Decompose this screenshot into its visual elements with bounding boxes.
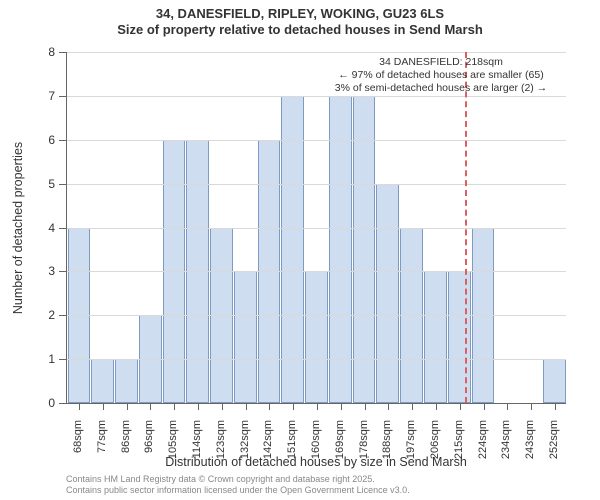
- x-tick-label: 114sqm: [191, 420, 203, 458]
- x-tick: [460, 403, 461, 410]
- bar: [424, 271, 447, 403]
- annotation-line-3: 3% of semi-detached houses are larger (2…: [316, 82, 566, 95]
- marker-annotation: 34 DANESFIELD: 218sqm ← 97% of detached …: [316, 56, 566, 95]
- x-axis-label: Distribution of detached houses by size …: [66, 455, 566, 469]
- x-tick-label: 151sqm: [286, 420, 298, 459]
- x-tick-label: 197sqm: [405, 420, 417, 459]
- x-tick: [79, 403, 80, 410]
- marker-line: [465, 52, 467, 403]
- x-tick-label: 123sqm: [215, 420, 227, 459]
- x-tick: [198, 403, 199, 410]
- x-tick-label: 86sqm: [120, 420, 132, 453]
- x-tick-label: 178sqm: [358, 420, 370, 459]
- y-tick-label: 8: [48, 45, 55, 59]
- x-tick-label: 243sqm: [524, 420, 536, 459]
- x-tick-label: 132sqm: [239, 420, 251, 459]
- annotation-line-2: ← 97% of detached houses are smaller (65…: [316, 69, 566, 82]
- y-tick: [59, 52, 66, 53]
- gridline: [67, 359, 566, 360]
- x-tick-label: 142sqm: [262, 420, 274, 459]
- bar: [543, 359, 566, 403]
- gridline: [67, 96, 566, 97]
- bar: [305, 271, 328, 403]
- bar: [91, 359, 114, 403]
- x-tick: [555, 403, 556, 410]
- x-tick: [269, 403, 270, 410]
- x-tick: [174, 403, 175, 410]
- gridline: [67, 271, 566, 272]
- x-tick-label: 252sqm: [548, 420, 560, 459]
- y-tick: [59, 96, 66, 97]
- gridline: [67, 228, 566, 229]
- annotation-line-1: 34 DANESFIELD: 218sqm: [316, 56, 566, 69]
- plot-area: 012345678: [66, 52, 566, 404]
- x-tick-label: 206sqm: [429, 420, 441, 459]
- y-axis-label: Number of detached properties: [11, 142, 25, 314]
- y-tick-label: 5: [48, 177, 55, 191]
- gridline: [67, 140, 566, 141]
- x-tick: [293, 403, 294, 410]
- y-tick-label: 2: [48, 308, 55, 322]
- x-tick-label: 188sqm: [381, 420, 393, 459]
- x-tick: [365, 403, 366, 410]
- x-tick-labels: 68sqm 77sqm 86sqm 96sqm 105sqm 114sqm 123sqm 13…: [66, 410, 566, 460]
- y-tick: [59, 271, 66, 272]
- bar: [376, 184, 399, 403]
- bar: [234, 271, 257, 403]
- x-tick: [222, 403, 223, 410]
- bar: [353, 96, 376, 403]
- y-tick-label: 6: [48, 133, 55, 147]
- x-tick: [531, 403, 532, 410]
- x-tick: [246, 403, 247, 410]
- bar: [281, 96, 304, 403]
- y-tick: [59, 403, 66, 404]
- x-tick-label: 77sqm: [96, 420, 108, 453]
- x-tick-label: 234sqm: [500, 420, 512, 459]
- y-tick: [59, 228, 66, 229]
- x-tick: [412, 403, 413, 410]
- x-tick: [388, 403, 389, 410]
- title-line-1: 34, DANESFIELD, RIPLEY, WOKING, GU23 6LS: [0, 6, 600, 22]
- footnote-line-2: Contains public sector information licen…: [66, 485, 410, 496]
- x-tick-label: 224sqm: [477, 420, 489, 459]
- x-tick: [507, 403, 508, 410]
- gridline: [67, 315, 566, 316]
- bar: [448, 271, 471, 403]
- y-tick-label: 1: [48, 352, 55, 366]
- title-line-2: Size of property relative to detached ho…: [0, 22, 600, 38]
- x-tick-label: 68sqm: [72, 420, 84, 453]
- footnote: Contains HM Land Registry data © Crown c…: [66, 474, 410, 496]
- y-tick-label: 7: [48, 89, 55, 103]
- y-tick: [59, 359, 66, 360]
- x-tick: [150, 403, 151, 410]
- bar: [329, 96, 352, 403]
- footnote-line-1: Contains HM Land Registry data © Crown c…: [66, 474, 410, 485]
- x-tick-label: 96sqm: [143, 420, 155, 453]
- y-tick: [59, 315, 66, 316]
- y-tick-label: 4: [48, 221, 55, 235]
- chart-title: 34, DANESFIELD, RIPLEY, WOKING, GU23 6LS…: [0, 0, 600, 39]
- x-tick-label: 160sqm: [310, 420, 322, 459]
- x-tick: [341, 403, 342, 410]
- bar: [115, 359, 138, 403]
- y-tick: [59, 140, 66, 141]
- x-tick: [103, 403, 104, 410]
- gridline: [67, 184, 566, 185]
- x-tick: [317, 403, 318, 410]
- x-tick-label: 169sqm: [334, 420, 346, 459]
- x-tick: [484, 403, 485, 410]
- y-tick-label: 0: [48, 396, 55, 410]
- y-tick-label: 3: [48, 264, 55, 278]
- x-tick-label: 215sqm: [453, 420, 465, 459]
- x-tick: [127, 403, 128, 410]
- x-tick-label: 105sqm: [167, 420, 179, 459]
- x-tick: [436, 403, 437, 410]
- gridline: [67, 52, 566, 53]
- y-tick: [59, 184, 66, 185]
